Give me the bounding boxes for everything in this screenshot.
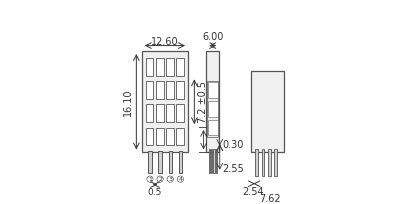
Bar: [156, 128, 164, 145]
Bar: [146, 104, 153, 122]
Text: 3: 3: [168, 177, 172, 182]
Text: 16.10: 16.10: [123, 88, 133, 115]
Text: 0.5: 0.5: [148, 188, 162, 197]
Bar: [148, 151, 152, 173]
Bar: [207, 101, 218, 117]
Bar: [216, 149, 217, 173]
Bar: [146, 128, 153, 145]
Bar: [142, 51, 188, 152]
Text: 2: 2: [158, 177, 162, 182]
Bar: [207, 81, 218, 137]
Bar: [166, 58, 174, 76]
Bar: [166, 128, 174, 145]
Bar: [166, 104, 174, 122]
Bar: [176, 58, 184, 76]
Bar: [206, 51, 219, 152]
Bar: [274, 149, 277, 176]
Bar: [209, 149, 210, 173]
Bar: [268, 149, 271, 176]
Bar: [156, 81, 164, 99]
Bar: [176, 104, 184, 122]
Text: 2.54: 2.54: [242, 187, 264, 197]
Text: 0.30: 0.30: [223, 140, 244, 150]
Bar: [255, 149, 258, 176]
Bar: [176, 128, 184, 145]
Bar: [166, 81, 174, 99]
Bar: [158, 151, 162, 173]
Bar: [211, 149, 213, 173]
Bar: [146, 58, 153, 76]
Bar: [262, 149, 264, 176]
Bar: [207, 82, 218, 98]
Bar: [156, 104, 164, 122]
Bar: [213, 149, 215, 173]
Bar: [207, 120, 218, 135]
Text: 7.2 ±0.5: 7.2 ±0.5: [198, 81, 208, 123]
Bar: [178, 151, 182, 173]
Text: 6.00: 6.00: [202, 32, 223, 42]
Text: 4: 4: [178, 177, 182, 182]
Text: 7.62: 7.62: [260, 194, 281, 204]
Text: 12.60: 12.60: [151, 37, 178, 47]
Bar: [250, 71, 284, 152]
Bar: [156, 58, 164, 76]
Bar: [146, 81, 153, 99]
Bar: [168, 151, 172, 173]
Bar: [176, 81, 184, 99]
Text: 1: 1: [148, 177, 152, 182]
Text: 2.55: 2.55: [223, 164, 244, 174]
